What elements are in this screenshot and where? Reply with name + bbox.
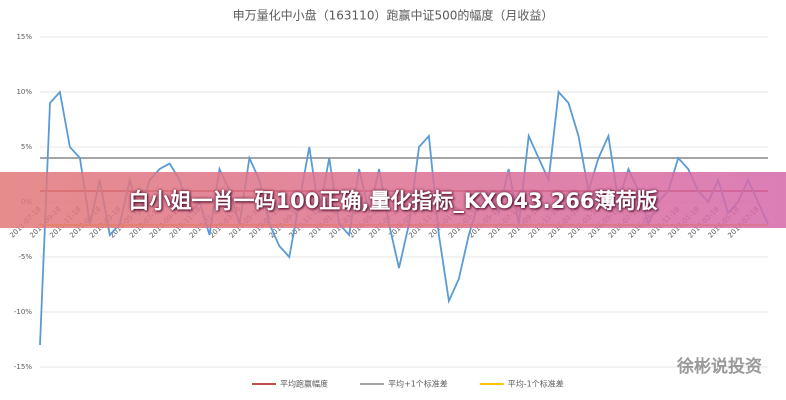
banner-text: 白小姐一肖一码100正确,量化指标_KXO43.266薄荷版 — [128, 189, 658, 213]
legend-label: 平均+1个标准差 — [388, 379, 448, 389]
legend-label: 平均-1个标准差 — [508, 379, 564, 389]
chart-title: 申万量化中小盘（163110）跑赢中证500的幅度（月收益） — [233, 8, 554, 23]
y-tick-label: 5% — [21, 143, 32, 151]
y-tick-label: -5% — [18, 253, 32, 261]
y-tick-label: 15% — [16, 33, 32, 41]
y-tick-label: -15% — [14, 363, 32, 371]
watermark: 徐彬说投资 — [677, 357, 762, 377]
banner: 白小姐一肖一码100正确,量化指标_KXO43.266薄荷版 — [0, 172, 786, 228]
y-tick-label: -10% — [14, 308, 32, 316]
y-tick-label: 10% — [16, 88, 32, 96]
legend-label: 平均跑赢幅度 — [280, 379, 328, 389]
